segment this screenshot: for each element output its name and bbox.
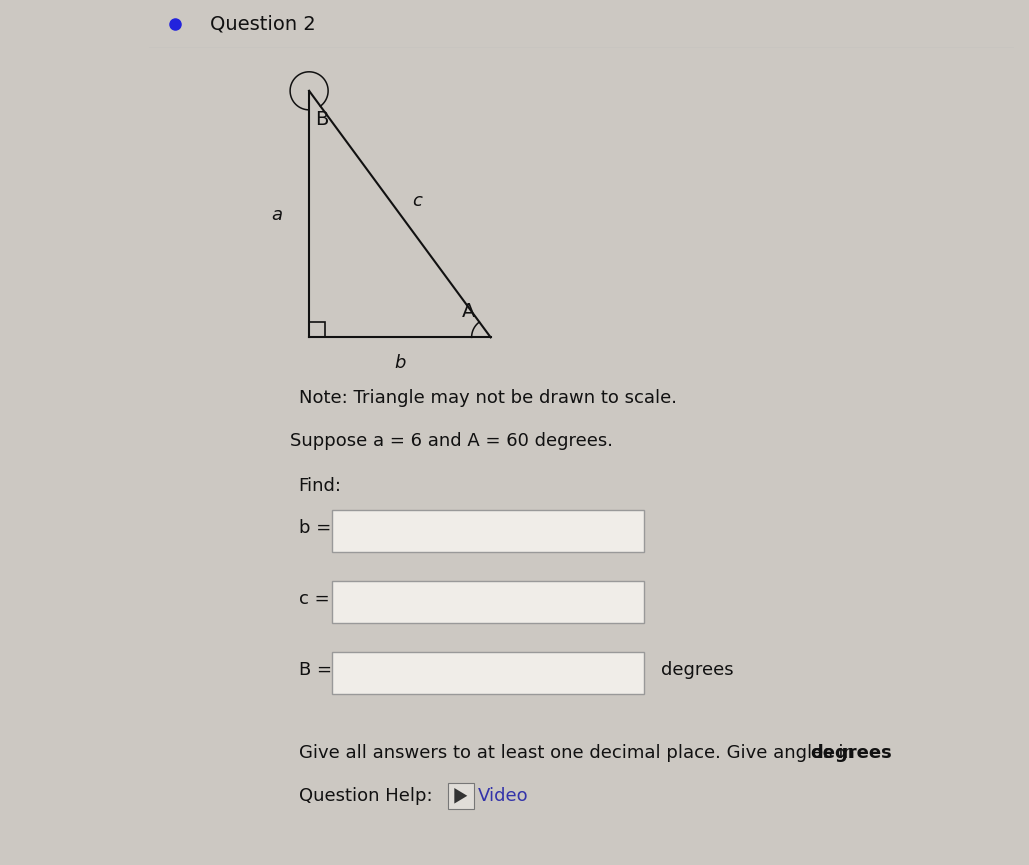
Text: b: b: [394, 355, 405, 372]
Polygon shape: [455, 788, 467, 804]
FancyBboxPatch shape: [332, 581, 644, 623]
Text: Video: Video: [477, 787, 528, 804]
FancyBboxPatch shape: [332, 510, 644, 552]
Text: a: a: [272, 206, 283, 223]
Text: degrees: degrees: [811, 744, 892, 761]
Text: B: B: [316, 110, 328, 129]
Text: Question Help:: Question Help:: [298, 787, 432, 804]
Text: Note: Triangle may not be drawn to scale.: Note: Triangle may not be drawn to scale…: [298, 389, 677, 407]
Text: Question 2: Question 2: [210, 15, 316, 33]
Text: A: A: [462, 302, 475, 321]
Text: Suppose a = 6 and A = 60 degrees.: Suppose a = 6 and A = 60 degrees.: [290, 432, 613, 450]
FancyBboxPatch shape: [449, 783, 474, 809]
Text: Give all answers to at least one decimal place. Give angles in: Give all answers to at least one decimal…: [298, 744, 860, 761]
FancyBboxPatch shape: [332, 652, 644, 694]
Text: b =: b =: [298, 519, 331, 536]
Text: c =: c =: [298, 590, 329, 607]
Text: c: c: [413, 192, 422, 209]
Text: Find:: Find:: [298, 477, 342, 495]
Text: degrees: degrees: [661, 661, 734, 678]
Text: B =: B =: [298, 661, 331, 678]
